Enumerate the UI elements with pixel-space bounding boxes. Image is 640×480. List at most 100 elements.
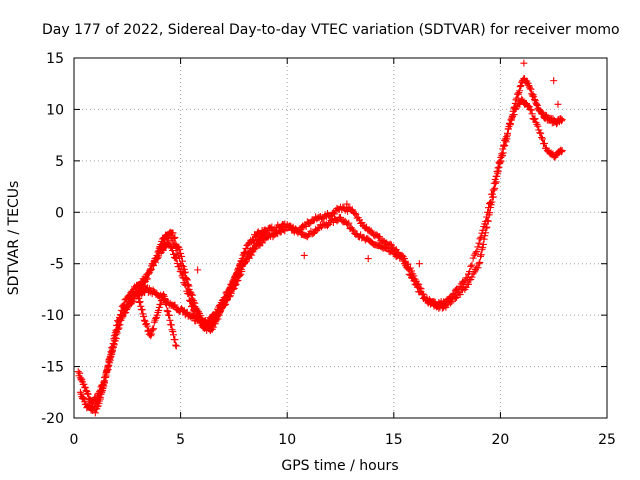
data-point <box>162 300 170 308</box>
data-point <box>108 346 116 354</box>
y-tick-label: -20 <box>41 411 64 427</box>
outlier-point <box>550 77 558 85</box>
data-point <box>413 283 421 291</box>
data-point <box>528 110 536 118</box>
data-point <box>468 273 476 281</box>
data-point <box>106 354 114 362</box>
data-point <box>166 229 174 237</box>
data-point <box>499 145 507 153</box>
data-point <box>104 363 112 371</box>
data-point <box>228 281 236 289</box>
data-point <box>191 299 199 307</box>
data-point <box>101 373 109 381</box>
data-point <box>460 279 468 287</box>
data-point <box>296 228 304 236</box>
data-point <box>194 308 202 316</box>
y-tick-label: 15 <box>46 51 64 67</box>
data-point <box>261 228 269 236</box>
data-point <box>109 343 117 351</box>
data-point <box>103 364 111 372</box>
x-tick-label: 15 <box>385 432 403 448</box>
data-point <box>543 112 551 120</box>
data-point <box>466 268 474 276</box>
data-point <box>493 167 501 175</box>
data-point <box>539 135 547 143</box>
outlier-point <box>415 260 423 268</box>
data-point <box>172 244 180 252</box>
data-point <box>236 261 244 269</box>
data-point <box>144 270 152 278</box>
data-point <box>306 220 314 228</box>
y-axis-label: SDTVAR / TECUs <box>6 181 22 296</box>
outlier-point <box>343 200 351 208</box>
data-point <box>115 320 123 328</box>
y-tick-label: 0 <box>55 205 64 221</box>
data-point <box>477 251 485 259</box>
data-point <box>248 247 256 255</box>
data-point <box>213 312 221 320</box>
plot-frame <box>73 57 608 419</box>
data-point <box>475 239 483 247</box>
outlier-point <box>520 59 528 67</box>
data-point <box>100 382 108 390</box>
data-point <box>558 148 566 156</box>
data-point <box>136 298 144 306</box>
data-point <box>180 269 188 277</box>
x-tick-label: 0 <box>70 432 79 448</box>
x-tick-label: 25 <box>598 432 616 448</box>
data-point <box>112 331 120 339</box>
data-point <box>134 291 142 299</box>
data-point <box>171 241 179 249</box>
data-point <box>167 321 175 329</box>
data-point <box>197 312 205 320</box>
data-point <box>223 294 231 302</box>
data-point <box>76 369 84 377</box>
data-point <box>181 273 189 281</box>
data-point <box>239 251 247 259</box>
data-point <box>113 325 121 333</box>
outlier-point <box>194 266 202 274</box>
data-point <box>242 244 250 252</box>
data-point <box>189 313 197 321</box>
data-point <box>168 236 176 244</box>
data-point <box>531 95 539 103</box>
data-point <box>212 317 220 325</box>
axis-ticks: 0 5 10 15 20 25 -20 -15 -10 -5 0 5 10 15 <box>41 51 616 448</box>
data-point <box>467 262 475 270</box>
data-point <box>135 294 143 302</box>
data-point <box>514 90 522 98</box>
data-point <box>115 315 123 323</box>
data-point <box>314 225 322 233</box>
data-point <box>506 121 514 129</box>
data-point <box>74 368 82 376</box>
data-point <box>305 231 313 239</box>
data-point <box>558 147 566 155</box>
data-point <box>348 225 356 233</box>
data-point <box>184 281 192 289</box>
data-point <box>476 235 484 243</box>
data-point <box>344 220 352 228</box>
data-point <box>479 240 487 248</box>
data-point <box>137 302 145 310</box>
data-point <box>172 341 180 349</box>
data-point <box>84 389 92 397</box>
data-point <box>309 217 317 225</box>
data-point <box>363 223 371 231</box>
y-tick-label: 5 <box>55 154 64 170</box>
data-point <box>173 249 181 257</box>
data-point <box>450 289 458 297</box>
y-tick-label: -15 <box>41 360 64 376</box>
data-point <box>241 249 249 257</box>
data-point <box>185 282 193 290</box>
data-point <box>351 210 359 217</box>
data-point <box>155 306 163 314</box>
data-point <box>485 204 493 212</box>
data-point <box>513 94 521 102</box>
data-point <box>505 120 513 128</box>
data-point <box>169 331 177 339</box>
data-point <box>491 175 499 183</box>
data-point <box>111 337 119 345</box>
data-point <box>295 227 303 235</box>
